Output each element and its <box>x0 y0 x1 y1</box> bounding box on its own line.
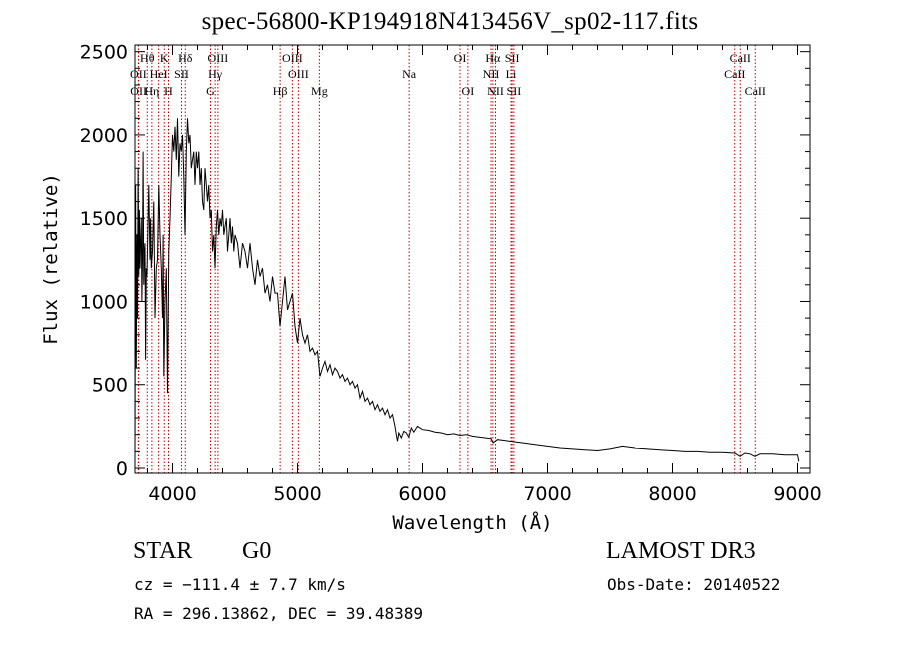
line-label: SII <box>174 67 189 81</box>
line-label: NII <box>483 67 500 81</box>
line-label: Li <box>506 67 517 81</box>
x-tick-label: 8000 <box>648 483 696 505</box>
line-label: OIII <box>282 51 303 65</box>
x-tick-label: 6000 <box>398 483 446 505</box>
line-label: Hδ <box>178 51 193 65</box>
line-label: CaII <box>730 51 751 65</box>
line-label: OI <box>462 84 475 98</box>
line-label: OII <box>130 84 147 98</box>
line-label: OII <box>130 67 147 81</box>
subclass: G0 <box>242 538 272 564</box>
line-label: Hθ <box>140 51 155 65</box>
x-axis-label: Wavelength (Å) <box>392 511 552 534</box>
line-label: OIII <box>288 67 309 81</box>
coordinates: RA = 296.13862, DEC = 39.48389 <box>134 604 423 623</box>
chart-title: spec-56800-KP194918N413456V_sp02-117.fit… <box>201 8 699 35</box>
line-label: NII <box>487 84 504 98</box>
object-class: STAR <box>133 538 193 564</box>
redshift-cz: cz = −111.4 ± 7.7 km/s <box>134 575 346 594</box>
line-label: SII <box>507 84 522 98</box>
line-label: HeI <box>150 67 168 81</box>
line-label: Hη <box>144 84 159 98</box>
y-tick-label: 2000 <box>80 125 128 147</box>
line-label: Hα <box>485 51 501 65</box>
obs-date: Obs-Date: 20140522 <box>607 575 781 594</box>
y-tick-label: 0 <box>116 458 128 480</box>
axes: 4000 5000 6000 7000 8000 9000 0 500 1000 1500 2000… <box>40 42 822 534</box>
x-tick-label: 9000 <box>773 483 821 505</box>
line-label: CaII <box>724 67 745 81</box>
line-label: OIII <box>208 51 229 65</box>
line-label: OI <box>454 51 467 65</box>
line-label: G <box>206 84 215 98</box>
line-label: Na <box>402 67 417 81</box>
x-tick-label: 7000 <box>523 483 571 505</box>
plot-frame <box>134 44 811 474</box>
line-label: K <box>160 51 169 65</box>
line-label: Hβ <box>273 84 288 98</box>
survey-label: LAMOST DR3 <box>606 538 756 564</box>
line-label: CaII <box>745 84 766 98</box>
y-tick-label: 2500 <box>80 42 128 64</box>
line-label: Mg <box>311 84 328 98</box>
y-tick-label: 1500 <box>80 208 128 230</box>
spectrum-series <box>134 118 800 467</box>
x-tick-label: 5000 <box>273 483 321 505</box>
line-label: SII <box>505 51 520 65</box>
y-tick-label: 500 <box>92 375 128 397</box>
y-tick-label: 1000 <box>80 291 128 313</box>
y-axis-label: Flux (relative) <box>40 173 62 345</box>
spectrum-line <box>134 118 800 467</box>
x-tick-label: 4000 <box>148 483 196 505</box>
line-label: H <box>164 84 173 98</box>
line-label: Hγ <box>208 67 223 81</box>
line-markers <box>137 45 756 473</box>
